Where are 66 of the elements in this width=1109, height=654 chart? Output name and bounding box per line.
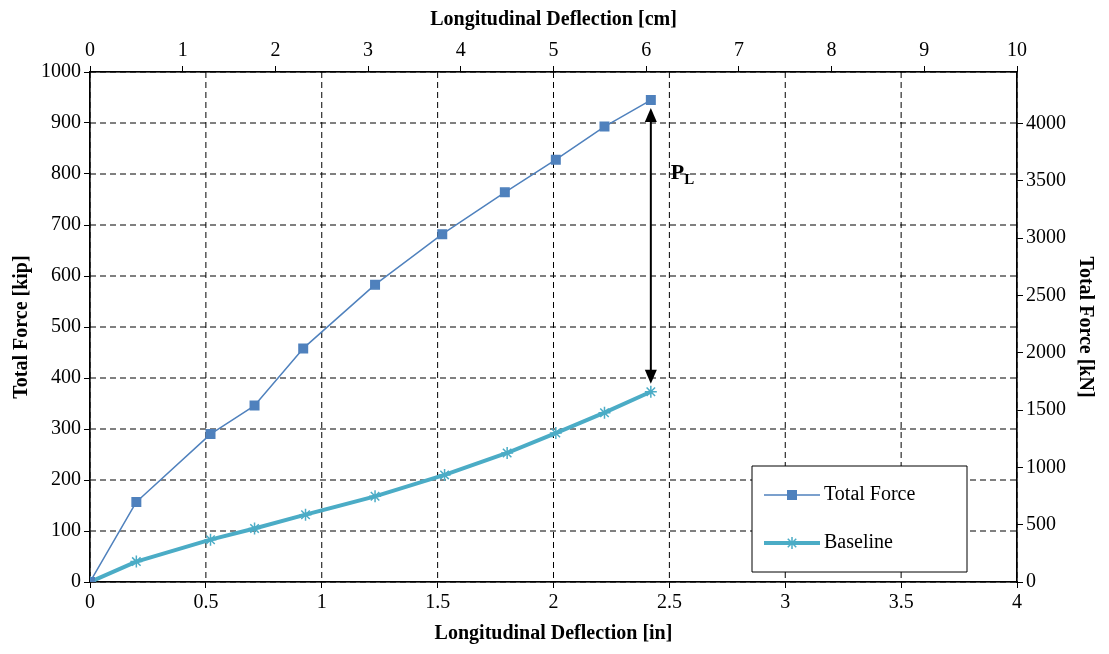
y2-tick-label: 4000	[1026, 110, 1066, 133]
y-tick-label: 100	[51, 518, 81, 541]
point	[298, 507, 313, 522]
point	[550, 154, 561, 165]
x-tick-label: 3.5	[888, 590, 914, 613]
x2-tick-label: 6	[641, 38, 652, 61]
y2-tick-label: 3000	[1026, 225, 1066, 248]
x-tick-label: 1.5	[425, 590, 451, 613]
point	[437, 468, 452, 482]
point	[644, 385, 658, 399]
y-tick-label: 400	[51, 365, 81, 388]
x2-tick-label: 3	[363, 38, 374, 61]
point	[129, 554, 144, 569]
y-tick-label: 1000	[41, 59, 81, 82]
y-tick-label: 300	[51, 416, 81, 439]
x-tick-label: 0	[85, 590, 95, 613]
x-tick-label: 1	[316, 590, 327, 613]
x2-tick-label: 10	[1007, 38, 1027, 61]
point	[368, 489, 382, 504]
legend-label: Total Force	[824, 482, 916, 505]
point	[597, 405, 612, 420]
y2-tick-label: 0	[1026, 569, 1036, 592]
legend-label: Baseline	[824, 530, 893, 553]
x-tick-label: 0.5	[193, 590, 219, 613]
point	[645, 95, 656, 106]
x2-tick-label: 0	[85, 38, 95, 61]
point	[247, 521, 262, 536]
point	[249, 400, 260, 411]
x2-tick-label: 2	[270, 38, 281, 61]
y2-axis-title: Total Force [kN]	[1075, 256, 1098, 398]
y-tick-label: 200	[51, 467, 81, 490]
point	[549, 426, 563, 440]
point	[500, 446, 514, 460]
y2-tick-label: 2500	[1026, 282, 1066, 305]
x2-tick-label: 8	[826, 38, 837, 61]
y-axis-title: Total Force [kip]	[9, 255, 33, 399]
point	[499, 187, 510, 198]
y-tick-label: 900	[51, 110, 81, 133]
y2-tick-label: 3500	[1026, 167, 1066, 190]
x-tick-label: 2	[548, 590, 559, 613]
y-tick-label: 0	[71, 569, 81, 592]
y2-tick-label: 1000	[1026, 454, 1066, 477]
x2-axis-title: Longitudinal Deflection [cm]	[430, 7, 677, 31]
y2-tick-label: 1500	[1026, 397, 1066, 420]
y-tick-label: 800	[51, 161, 81, 184]
point	[203, 532, 218, 547]
x2-tick-label: 1	[177, 38, 188, 61]
y2-tick-label: 2000	[1026, 339, 1066, 362]
point	[298, 343, 309, 354]
point	[205, 429, 216, 440]
x-tick-label: 2.5	[656, 590, 682, 613]
point	[131, 496, 142, 507]
x2-tick-label: 4	[455, 38, 466, 61]
x-axis-title: Longitudinal Deflection [in]	[434, 621, 673, 645]
y2-tick-label: 500	[1026, 511, 1056, 534]
y-tick-label: 500	[51, 314, 81, 337]
x2-tick-label: 7	[733, 38, 744, 61]
x2-tick-label: 9	[919, 38, 930, 61]
x-tick-label: 4	[1012, 590, 1022, 613]
x-tick-label: 3	[780, 590, 791, 613]
y-tick-label: 600	[51, 263, 81, 286]
x2-tick-label: 5	[548, 38, 559, 61]
point	[370, 279, 381, 290]
point	[437, 229, 448, 240]
point	[599, 121, 610, 132]
y-tick-label: 700	[51, 212, 81, 235]
